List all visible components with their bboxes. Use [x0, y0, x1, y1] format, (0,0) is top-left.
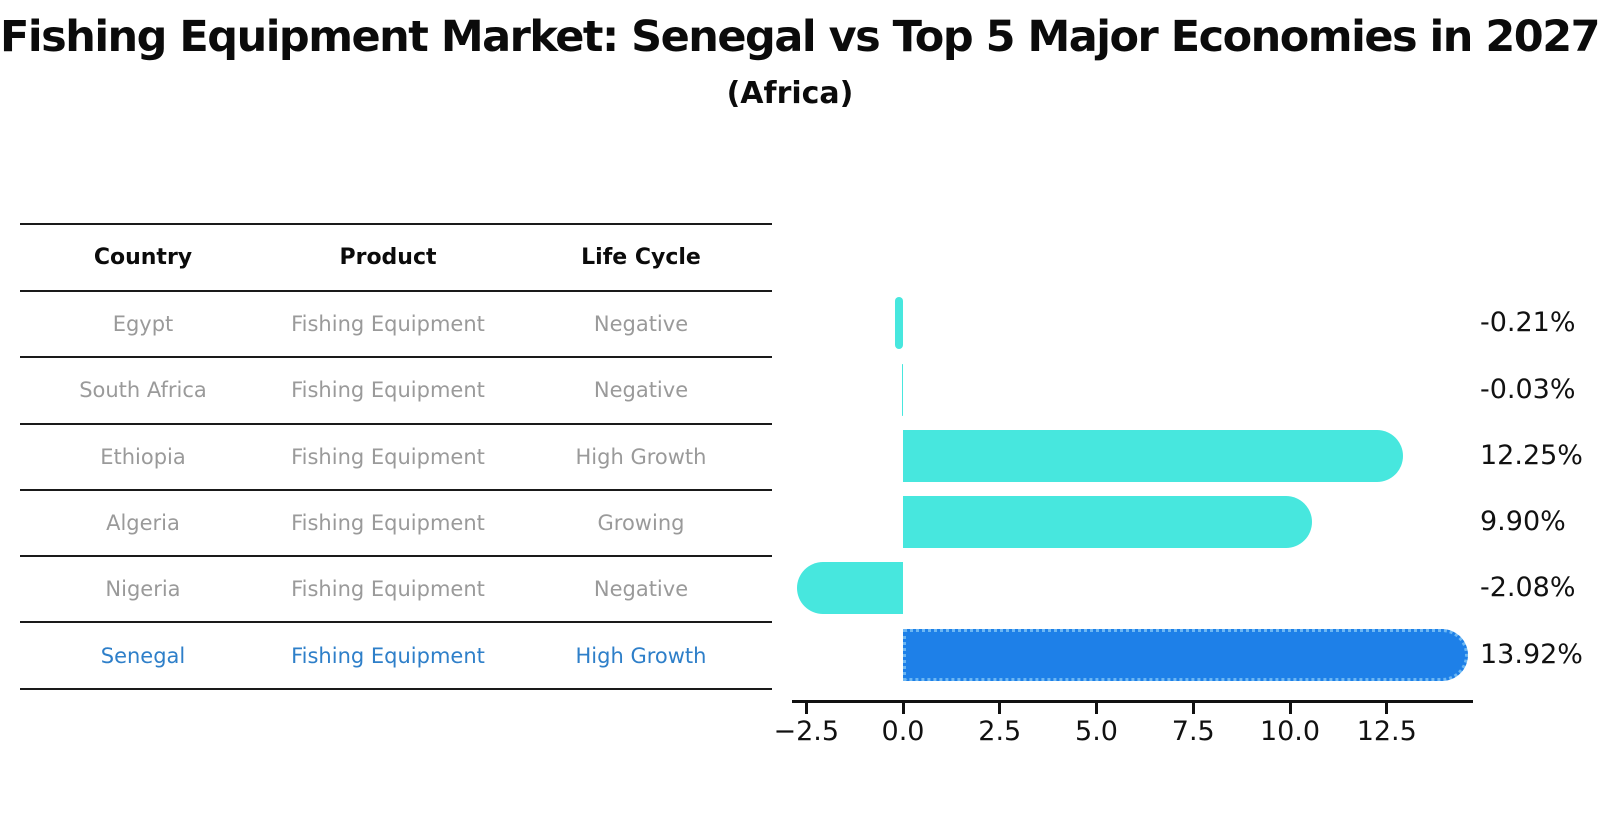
cell-product: Fishing Equipment [291, 312, 485, 337]
bar-senegal [903, 628, 1468, 681]
table-body: Egypt Fishing Equipment Negative South Afri… [20, 292, 772, 690]
table-row-egypt: Egypt Fishing Equipment Negative [20, 292, 772, 359]
cell-country: Egypt [112, 312, 174, 337]
cell-life-cycle: High Growth [575, 444, 707, 469]
value-label-egypt: -0.21% [1480, 307, 1576, 339]
table-row-south-africa: South Africa Fishing Equipment Negative [20, 358, 772, 425]
cell-life-cycle: Negative [593, 312, 689, 337]
bar-algeria [903, 496, 1313, 549]
value-label-senegal: 13.92% [1480, 638, 1583, 670]
x-axis-tick [1095, 701, 1098, 714]
table-header-row: Country Product Life Cycle [20, 225, 772, 292]
x-axis-tick-label: 10.0 [1259, 716, 1321, 747]
cell-country: Ethiopia [100, 444, 186, 469]
table-row-ethiopia: Ethiopia Fishing Equipment High Growth [20, 425, 772, 491]
cell-country: South Africa [79, 378, 207, 403]
cell-product: Fishing Equipment [291, 643, 485, 668]
x-axis-tick [804, 701, 808, 714]
x-axis-tick-label: 7.5 [1171, 716, 1215, 747]
cell-life-cycle: Negative [593, 378, 689, 403]
country-table: Country Product Life Cycle Egypt Fishing … [20, 223, 772, 690]
cell-product: Fishing Equipment [291, 444, 485, 469]
column-header-country: Country [93, 245, 193, 270]
x-axis-tick-label: 5.0 [1075, 716, 1118, 747]
page-title: Fishing Equipment Market: Senegal vs Top… [0, 12, 1601, 62]
cell-country: Nigeria [105, 577, 181, 602]
cell-country: Algeria [106, 511, 180, 536]
value-label-ethiopia: 12.25% [1480, 439, 1583, 471]
table-row-nigeria: Nigeria Fishing Equipment Negative [20, 557, 772, 624]
cell-product: Fishing Equipment [291, 378, 485, 403]
cell-life-cycle: Negative [593, 577, 689, 602]
value-label-nigeria: -2.08% [1480, 572, 1576, 604]
cell-product: Fishing Equipment [291, 577, 485, 602]
bar-nigeria [796, 562, 903, 615]
x-axis-tick-label: 12.5 [1356, 716, 1417, 747]
page-subtitle: (Africa) [726, 76, 854, 111]
table-row-algeria: Algeria Fishing Equipment Growing [20, 491, 772, 558]
bar-south-africa [901, 363, 903, 416]
x-axis-tick-label: −2.5 [773, 716, 840, 747]
cell-country: Senegal [100, 643, 186, 668]
value-label-algeria: 9.90% [1480, 506, 1566, 538]
value-label-south-africa: -0.03% [1480, 373, 1576, 405]
x-axis-tick [1288, 701, 1292, 714]
column-header-life-cycle: Life Cycle [581, 245, 701, 270]
x-axis-tick [998, 701, 1002, 714]
x-axis-tick [1385, 701, 1389, 714]
cell-life-cycle: High Growth [575, 643, 707, 668]
x-axis-tick [1191, 701, 1195, 714]
cell-life-cycle: Growing [597, 511, 685, 536]
column-header-product: Product [339, 245, 437, 270]
x-axis-line [791, 700, 1473, 703]
x-axis-tick-label: 0.0 [881, 716, 925, 747]
bar-ethiopia [903, 429, 1404, 482]
x-axis-tick-label: 2.5 [978, 716, 1022, 747]
cell-product: Fishing Equipment [291, 511, 485, 536]
table-row-senegal: Senegal Fishing Equipment High Growth [20, 623, 772, 690]
bar-egypt [894, 297, 903, 350]
x-axis-tick [901, 701, 905, 714]
